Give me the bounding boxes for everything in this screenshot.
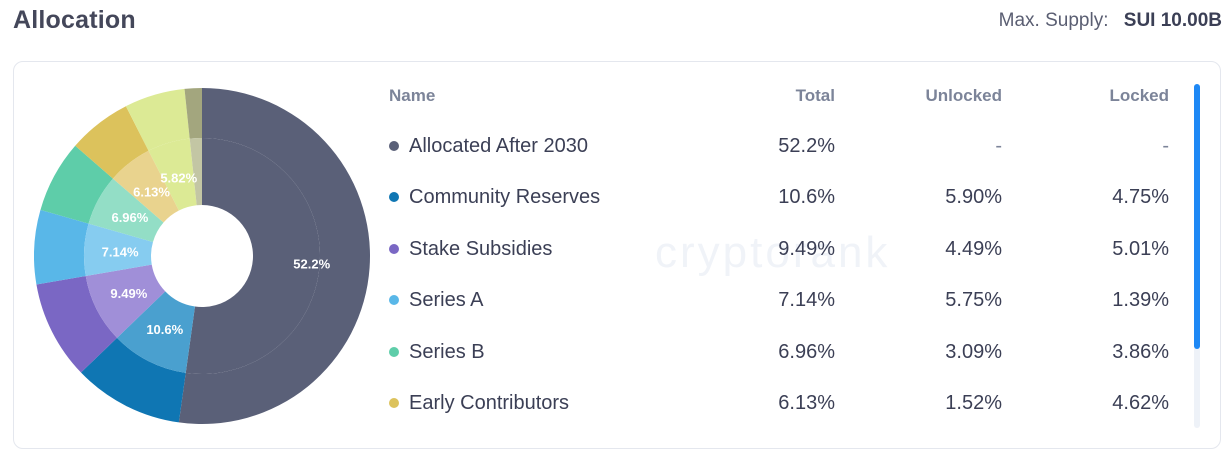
legend-dot-icon (389, 397, 399, 408)
row-total: 6.96% (778, 340, 835, 363)
row-locked: 3.86% (1112, 340, 1169, 363)
legend-dot-icon (389, 243, 399, 254)
legend-dot-icon (389, 346, 399, 357)
row-name: Stake Subsidies (409, 237, 553, 260)
column-header-locked[interactable]: Locked (1109, 86, 1169, 105)
table-row[interactable]: Series B 6.96% 3.09% 3.86% (387, 328, 1171, 379)
table-row[interactable]: Series A 7.14% 5.75% 1.39% (387, 276, 1171, 327)
pie-slice-outer[interactable] (184, 88, 202, 139)
row-locked: 4.75% (1112, 186, 1169, 209)
pie-slice-inner[interactable] (85, 264, 166, 338)
max-supply-value: SUI 10.00B (1123, 10, 1222, 31)
row-total: 7.14% (778, 289, 835, 312)
row-name: Community Reserves (409, 186, 601, 209)
max-supply-label: Max. Supply: (998, 10, 1109, 31)
allocation-card: 52.2% 10.6% 9.49% 7.14% 6.96% 6.13% 5.82% cryp… (13, 61, 1221, 449)
pie-slice-outer[interactable] (36, 275, 118, 373)
row-locked: - (1162, 135, 1169, 157)
pie-slice-inner[interactable] (148, 138, 197, 211)
pie-slice-label: 7.14% (102, 245, 139, 260)
pie-slice-inner[interactable] (112, 150, 179, 223)
row-name: Series B (409, 340, 485, 363)
scrollbar-thumb[interactable] (1194, 84, 1200, 349)
table-body: Allocated After 2030 52.2% - - Community… (387, 122, 1171, 430)
legend-dot-icon (389, 141, 399, 151)
pie-slice-inner[interactable] (185, 138, 320, 374)
table-scrollbar[interactable] (1194, 84, 1200, 428)
pie-slice-outer[interactable] (178, 88, 370, 424)
row-total: 6.13% (778, 391, 835, 414)
row-locked: 1.39% (1112, 289, 1169, 312)
row-locked: 4.62% (1112, 391, 1169, 414)
row-unlocked: 5.90% (945, 186, 1002, 209)
table-row[interactable]: Early Contributors 6.13% 1.52% 4.62% (387, 379, 1171, 430)
pie-slice-label: 6.96% (111, 210, 148, 225)
column-header-name[interactable]: Name (389, 86, 436, 105)
row-unlocked: 1.52% (945, 391, 1002, 414)
pie-slice-inner[interactable] (88, 178, 164, 242)
pie-slice-label: 52.2% (293, 257, 330, 272)
allocation-table: Name Total Unlocked Locked Allocated Aft… (387, 76, 1181, 438)
pie-slice-inner[interactable] (117, 291, 195, 373)
row-unlocked: 4.49% (945, 237, 1002, 260)
row-unlocked: - (995, 135, 1002, 157)
pie-slice-inner[interactable] (84, 223, 153, 276)
pie-slice-label: 10.6% (146, 322, 183, 337)
row-unlocked: 3.09% (945, 340, 1002, 363)
pie-slice-label: 9.49% (110, 286, 147, 301)
row-name: Allocated After 2030 (409, 135, 589, 157)
row-locked: 5.01% (1112, 237, 1169, 260)
pie-slice-label: 5.82% (160, 170, 197, 185)
pie-slice-label: 6.13% (133, 184, 170, 199)
pie-slice-outer[interactable] (40, 145, 113, 224)
table-row[interactable]: Stake Subsidies 9.49% 4.49% 5.01% (387, 225, 1171, 276)
table-row[interactable]: Community Reserves 10.6% 5.90% 4.75% (387, 173, 1171, 224)
pie-slice-outer[interactable] (75, 106, 149, 179)
row-unlocked: 5.75% (945, 289, 1002, 312)
legend-dot-icon (389, 192, 399, 203)
table-header: Name Total Unlocked Locked (387, 76, 1171, 114)
pie-slice-outer[interactable] (34, 209, 89, 285)
pie-svg: 52.2% 10.6% 9.49% 7.14% 6.96% 6.13%5.82% (34, 88, 370, 424)
column-header-unlocked[interactable]: Unlocked (925, 86, 1002, 105)
legend-dot-icon (389, 295, 399, 306)
row-name: Series A (409, 289, 484, 312)
row-total: 10.6% (778, 186, 835, 209)
max-supply: Max. Supply: SUI 10.00B (999, 10, 1222, 32)
pie-slice-outer[interactable] (80, 337, 186, 423)
column-header-total[interactable]: Total (795, 86, 835, 105)
allocation-pie-chart[interactable]: 52.2% 10.6% 9.49% 7.14% 6.96% 6.13% 5.82% (34, 88, 370, 424)
pie-slice-inner[interactable] (189, 138, 202, 206)
row-name: Early Contributors (409, 391, 570, 414)
table-row[interactable]: Allocated After 2030 52.2% - - (387, 122, 1171, 173)
row-total: 52.2% (778, 135, 835, 157)
row-total: 9.49% (778, 237, 835, 260)
pie-slice-outer[interactable] (125, 88, 190, 151)
page-title: Allocation (13, 6, 136, 34)
